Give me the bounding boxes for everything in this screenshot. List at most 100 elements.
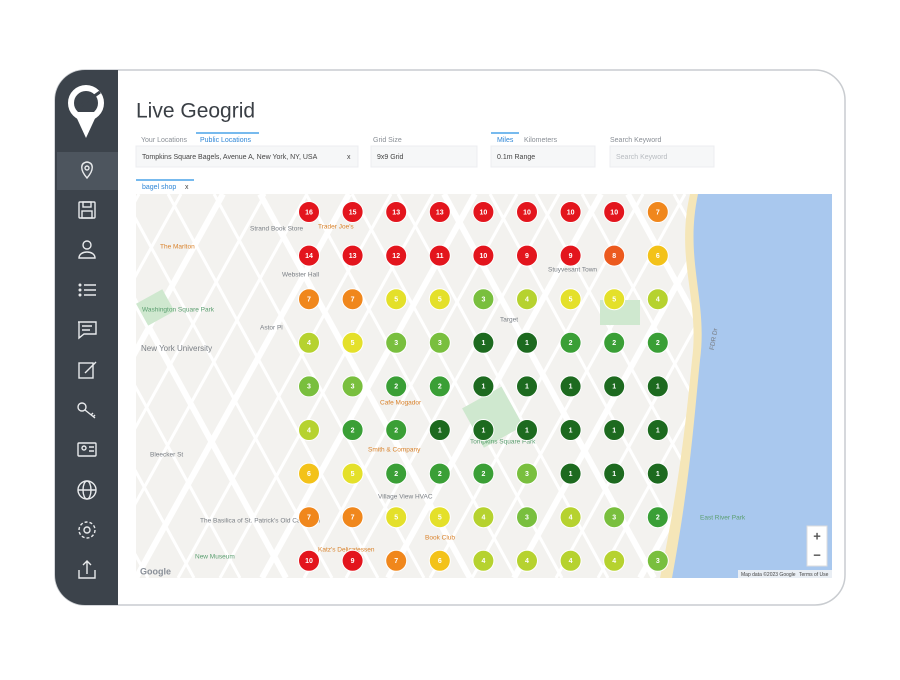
rank-pin — [428, 549, 451, 572]
tag-remove[interactable]: x — [185, 184, 189, 191]
rank-pin — [516, 462, 538, 485]
rank-value: 3 — [481, 297, 485, 304]
rank-pin — [472, 244, 495, 267]
rank-value: 2 — [394, 384, 398, 391]
rank-pin — [559, 244, 582, 267]
rank-pin — [646, 244, 669, 267]
keyword-input[interactable] — [609, 145, 715, 168]
rank-value: 9 — [351, 558, 355, 565]
unit-tab[interactable]: Kilometers — [524, 137, 558, 144]
rank-value: 3 — [525, 471, 529, 478]
rank-pin — [428, 419, 451, 441]
rank-pin — [298, 419, 320, 441]
range-select[interactable] — [490, 145, 596, 168]
rank-pin — [341, 549, 364, 572]
rank-value: 7 — [656, 209, 660, 216]
tab[interactable]: Your Locations — [141, 137, 188, 144]
keyword-tag[interactable]: bagel shop — [142, 184, 176, 191]
rank-pin — [646, 375, 669, 398]
sidebar-icons[interactable] — [77, 161, 97, 579]
rank-pin — [603, 419, 626, 441]
street — [136, 194, 309, 506]
field-label: Search Keyword — [610, 137, 661, 144]
rank-value: 2 — [438, 384, 442, 391]
rank-pin — [603, 462, 626, 485]
location-value: Tompkins Square Bagels, Avenue A, New Yo… — [142, 154, 318, 161]
rank-value: 10 — [480, 209, 488, 216]
rank-pin — [516, 331, 538, 354]
map-label: FDR Dr — [709, 327, 720, 351]
rank-value: 10 — [305, 558, 313, 565]
rank-value: 1 — [569, 384, 573, 391]
map-logo: Google — [140, 566, 171, 576]
rank-value: 2 — [351, 427, 355, 434]
grid-size-select[interactable] — [370, 145, 478, 168]
park — [136, 289, 175, 326]
rank-value: 10 — [523, 209, 531, 216]
avenue — [858, 194, 900, 578]
rank-pin — [516, 506, 538, 529]
rank-value: 3 — [656, 558, 660, 565]
rank-value: 7 — [307, 297, 311, 304]
street — [0, 194, 13, 578]
rank-pin — [472, 375, 495, 398]
map-label: Tompkins Square Park — [470, 439, 536, 446]
map-label: New Museum — [195, 554, 235, 561]
map-label: Strand Book Store — [250, 226, 303, 233]
rank-value: 2 — [394, 471, 398, 478]
rank-value: 1 — [525, 340, 529, 347]
clear-button[interactable]: x — [347, 154, 351, 161]
page-title: Live Geogrid — [136, 100, 255, 123]
unit-tab-active[interactable]: Miles — [497, 137, 514, 144]
map-label: Trader Joe's — [318, 224, 354, 231]
street — [0, 194, 55, 578]
rank-value: 3 — [394, 340, 398, 347]
location-input[interactable] — [135, 145, 359, 168]
sidebar-active — [57, 152, 118, 190]
rank-pin — [516, 375, 538, 398]
rank-value: 2 — [438, 471, 442, 478]
range-value: 0.1m Range — [497, 154, 535, 161]
rank-pin — [341, 375, 364, 398]
rank-pin — [385, 419, 408, 441]
logo — [68, 85, 104, 138]
rank-value: 14 — [305, 253, 313, 260]
rank-value: 4 — [525, 558, 529, 565]
rank-value: 2 — [612, 340, 616, 347]
street — [136, 194, 267, 430]
rank-pin — [341, 331, 364, 354]
zoom-in[interactable]: + — [813, 528, 821, 543]
rank-value: 2 — [656, 340, 660, 347]
street — [136, 194, 183, 279]
rank-value: 1 — [481, 427, 485, 434]
terms-link[interactable]: Terms of Use — [799, 572, 829, 578]
rank-pin — [559, 462, 582, 485]
avenue — [136, 297, 289, 578]
rank-pin — [472, 419, 495, 441]
map-label: Bleecker St — [150, 452, 183, 459]
rank-value: 1 — [569, 471, 573, 478]
keyword-placeholder: Search Keyword — [616, 154, 667, 161]
rank-pin — [298, 331, 320, 354]
rank-value: 11 — [436, 253, 444, 260]
rank-pin — [385, 331, 408, 354]
rank-value: 1 — [656, 471, 660, 478]
map-label: Webster Hall — [282, 272, 320, 279]
rank-value: 5 — [438, 297, 442, 304]
rank-value: 5 — [351, 471, 355, 478]
rank-pin — [559, 331, 582, 354]
rank-pin — [341, 419, 364, 441]
map-label: New York University — [141, 344, 212, 353]
map[interactable]: Strand Book Store Trader Joe's The Marlt… — [0, 194, 900, 578]
zoom-out[interactable]: − — [813, 547, 821, 562]
rank-value: 4 — [569, 558, 573, 565]
rank-value: 13 — [392, 209, 400, 216]
rank-value: 15 — [349, 209, 357, 216]
rank-value: 10 — [567, 209, 575, 216]
rank-pin — [472, 506, 495, 529]
rank-value: 5 — [394, 515, 398, 522]
rank-value: 3 — [525, 515, 529, 522]
street — [850, 194, 900, 578]
tab-active[interactable]: Public Locations — [200, 137, 251, 144]
